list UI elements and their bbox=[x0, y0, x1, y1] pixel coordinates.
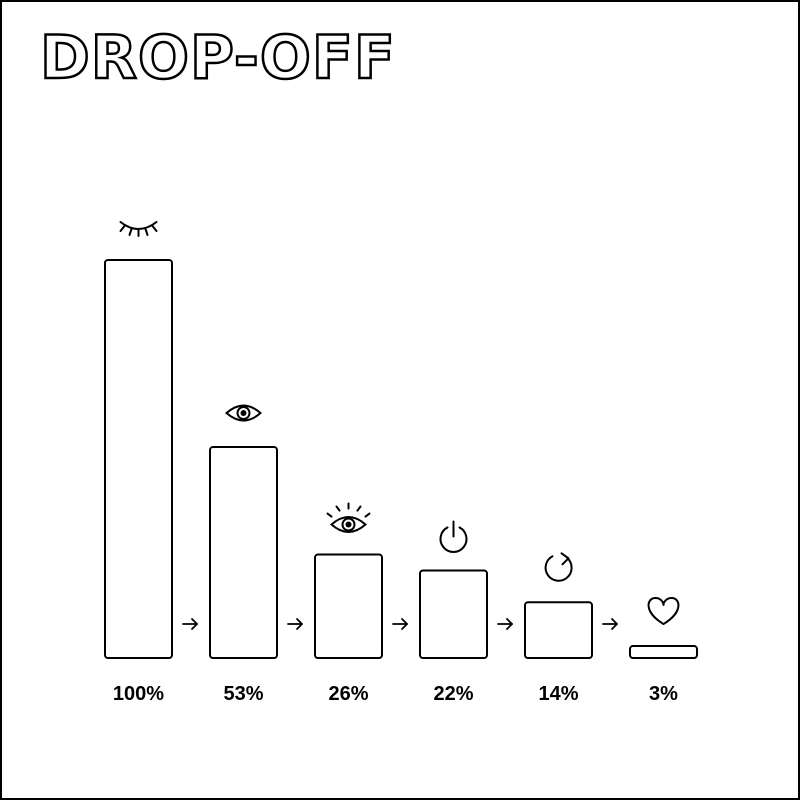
bar-3 bbox=[314, 553, 383, 660]
bar-6 bbox=[629, 645, 698, 659]
eye-icon bbox=[224, 404, 263, 422]
arrow-icon bbox=[392, 618, 408, 630]
arrow-icon bbox=[287, 618, 303, 630]
arrow-icon bbox=[602, 618, 618, 630]
arrow-icon bbox=[182, 618, 198, 630]
arrow-icon bbox=[497, 618, 513, 630]
data-label-5: 14% bbox=[538, 683, 578, 705]
alert-eye-icon bbox=[326, 502, 371, 534]
data-label-6: 3% bbox=[649, 683, 678, 705]
heart-icon bbox=[647, 597, 680, 626]
data-label-2: 53% bbox=[223, 683, 263, 705]
bar-4 bbox=[419, 569, 488, 659]
chart-title: DROP-OFF bbox=[39, 23, 396, 93]
data-label-3: 26% bbox=[328, 683, 368, 705]
data-label-4: 22% bbox=[433, 683, 473, 705]
closed-eye-icon bbox=[119, 221, 158, 237]
bar-2 bbox=[209, 446, 278, 659]
bar-5 bbox=[524, 601, 593, 660]
refresh-icon bbox=[544, 552, 573, 582]
data-label-1: 100% bbox=[113, 683, 164, 705]
power-icon bbox=[439, 520, 468, 553]
bar-1 bbox=[104, 259, 173, 659]
